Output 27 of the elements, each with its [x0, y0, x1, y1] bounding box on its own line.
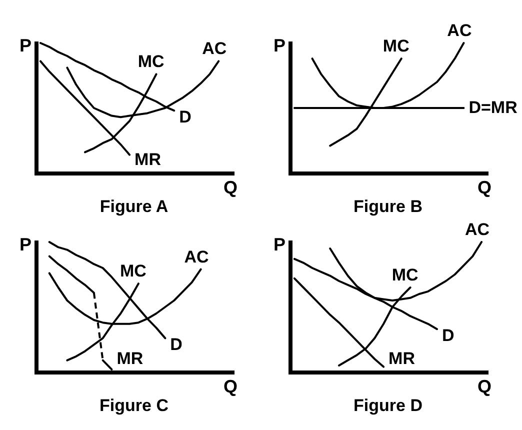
x-axis-title: Q	[223, 178, 238, 198]
series-label: D=MR	[468, 98, 518, 117]
text: Figure D	[354, 396, 422, 415]
text: Figure C	[100, 396, 168, 415]
series-label: MC	[392, 266, 418, 284]
series-label: AC	[202, 39, 227, 58]
series-label: AC	[447, 21, 472, 40]
x-axis-title: Q	[477, 178, 492, 198]
series-label: D	[170, 335, 182, 354]
series-label: MC	[382, 36, 410, 56]
series-label: MR	[116, 349, 144, 368]
text: Figure B	[354, 197, 422, 216]
y-axis-title: P	[273, 234, 286, 254]
series-label: MC	[120, 262, 146, 281]
series-label: MC	[138, 52, 164, 72]
series-label: D	[442, 326, 454, 346]
y-axis-title: P	[19, 234, 32, 254]
series-label: AC	[464, 220, 490, 239]
y-axis-title: P	[273, 36, 286, 56]
series-label: MR	[388, 349, 415, 368]
series-label: MR	[134, 150, 161, 169]
series-label: AC	[184, 247, 209, 266]
text: Figure A	[100, 197, 168, 216]
y-axis-title: P	[19, 36, 32, 56]
series-label: D	[179, 108, 192, 127]
x-axis-title: Q	[477, 376, 492, 396]
x-axis-title: Q	[223, 376, 238, 396]
